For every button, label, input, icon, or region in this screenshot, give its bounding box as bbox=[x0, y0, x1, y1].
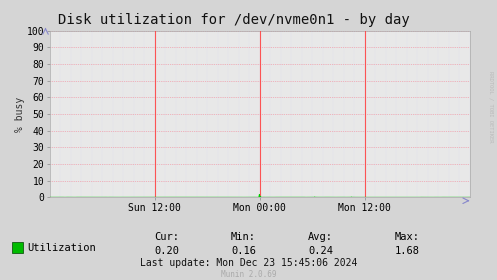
Text: Utilization: Utilization bbox=[27, 243, 96, 253]
Text: 0.20: 0.20 bbox=[154, 246, 179, 256]
Text: Min:: Min: bbox=[231, 232, 256, 242]
Text: Cur:: Cur: bbox=[154, 232, 179, 242]
Text: Munin 2.0.69: Munin 2.0.69 bbox=[221, 270, 276, 279]
Text: Avg:: Avg: bbox=[308, 232, 333, 242]
Text: 0.16: 0.16 bbox=[231, 246, 256, 256]
Text: 1.68: 1.68 bbox=[395, 246, 420, 256]
Text: 0.24: 0.24 bbox=[308, 246, 333, 256]
Text: RRDTOOL / TOBI OETIKER: RRDTOOL / TOBI OETIKER bbox=[489, 71, 494, 142]
Text: Last update: Mon Dec 23 15:45:06 2024: Last update: Mon Dec 23 15:45:06 2024 bbox=[140, 258, 357, 268]
Y-axis label: % busy: % busy bbox=[15, 97, 25, 132]
Text: Disk utilization for /dev/nvme0n1 - by day: Disk utilization for /dev/nvme0n1 - by d… bbox=[58, 13, 410, 27]
Text: Max:: Max: bbox=[395, 232, 420, 242]
